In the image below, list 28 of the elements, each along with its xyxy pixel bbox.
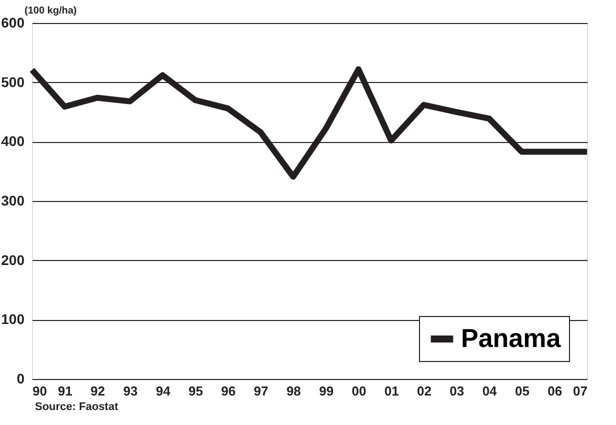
x-tick-label: 06: [548, 384, 562, 398]
y-tick-label: 200: [1, 252, 25, 268]
y-axis-title: (100 kg/ha): [24, 6, 77, 16]
y-tick-label: 400: [1, 133, 25, 150]
x-tick-label: 95: [188, 384, 203, 398]
x-tick-label: 94: [156, 384, 172, 398]
x-tick-label: 07: [573, 384, 588, 398]
y-tick-label: 300: [1, 192, 25, 208]
x-tick-label: 90: [32, 384, 47, 398]
x-tick-label: 93: [123, 384, 138, 398]
x-tick-label: 91: [58, 384, 72, 398]
x-tick-label: 04: [482, 384, 498, 398]
x-tick-label: 03: [450, 384, 464, 398]
legend-label: Panama: [461, 323, 562, 353]
y-tick-label: 500: [1, 74, 25, 90]
y-tick-label: 100: [1, 311, 25, 328]
x-tick-label: 97: [254, 384, 268, 398]
x-tick-label: 92: [90, 384, 106, 398]
x-tick-label: 02: [417, 384, 432, 398]
x-tick-label: 01: [384, 384, 399, 398]
source-note: Source: Faostat: [35, 401, 118, 413]
x-tick-label: 05: [514, 384, 530, 398]
x-tick-label: 99: [319, 384, 334, 398]
x-tick-label: 00: [352, 384, 366, 398]
y-tick-label: 600: [1, 14, 25, 30]
y-tick-label: 0: [16, 370, 25, 386]
x-tick-label: 96: [221, 384, 236, 398]
x-tick-label: 98: [286, 384, 301, 398]
